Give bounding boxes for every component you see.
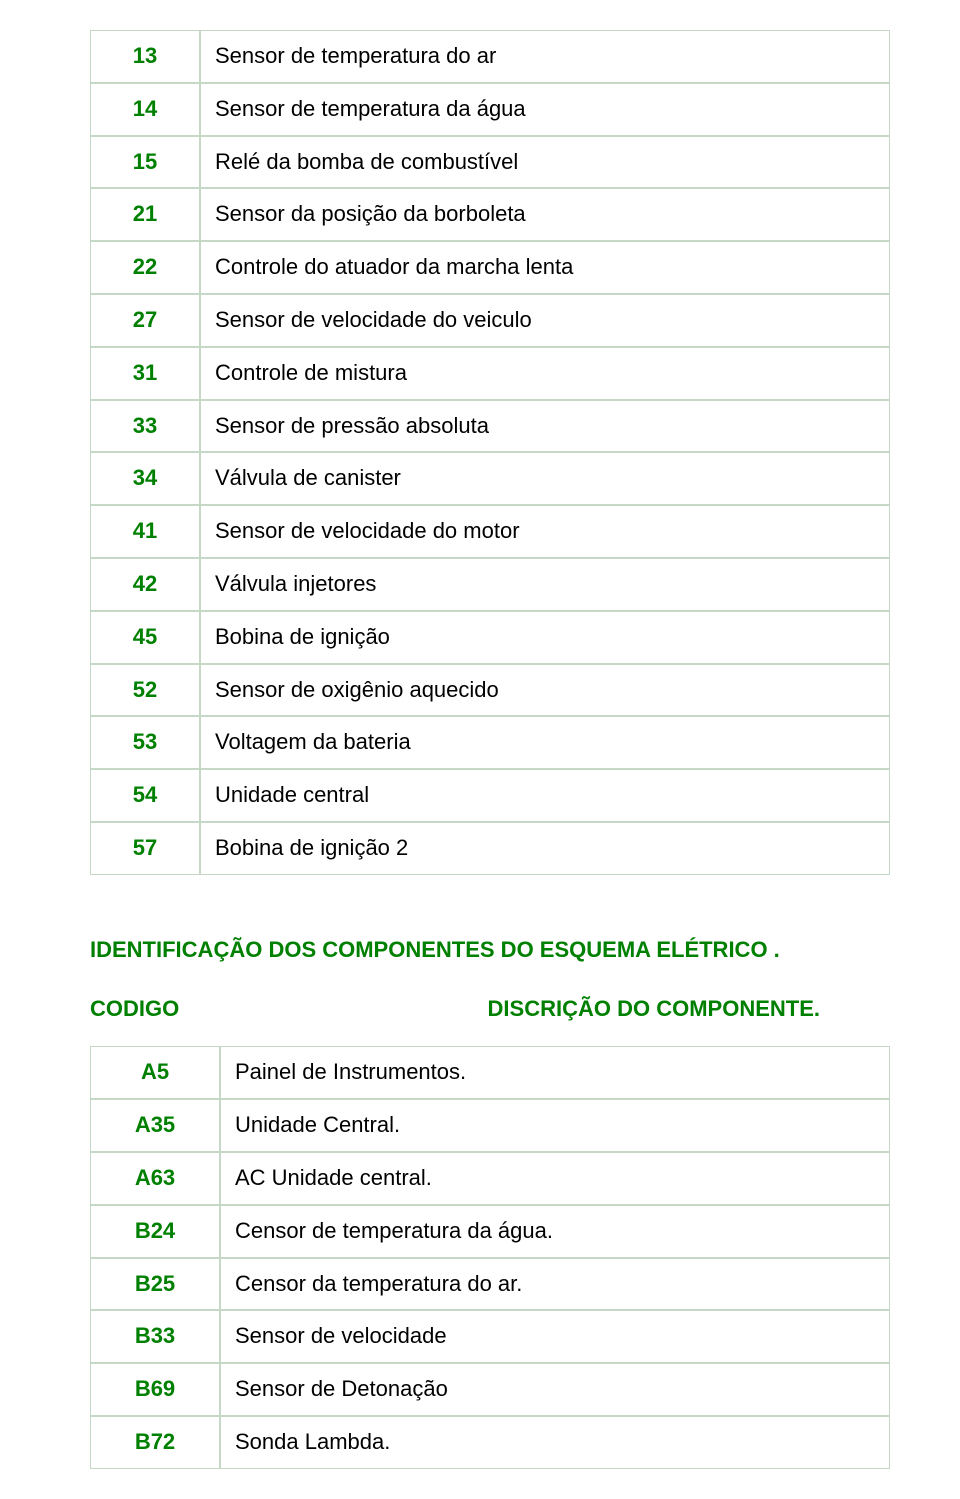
row-desc: Painel de Instrumentos.	[220, 1046, 890, 1099]
row-code: 52	[90, 664, 200, 717]
row-code: 57	[90, 822, 200, 875]
row-code: 42	[90, 558, 200, 611]
row-code: B25	[90, 1258, 220, 1311]
table-row: 21Sensor da posição da borboleta	[90, 188, 890, 241]
components-table-body: A5Painel de Instrumentos. A35Unidade Cen…	[90, 1046, 890, 1468]
row-code: B33	[90, 1310, 220, 1363]
row-code: 31	[90, 347, 200, 400]
table-row: 33Sensor de pressão absoluta	[90, 400, 890, 453]
table-row: 34Válvula de canister	[90, 452, 890, 505]
table-row: 13Sensor de temperatura do ar	[90, 30, 890, 83]
row-desc: Sensor de temperatura da água	[200, 83, 890, 136]
table-row: 31Controle de mistura	[90, 347, 890, 400]
codes-table: 13Sensor de temperatura do ar 14Sensor d…	[90, 30, 890, 875]
table-row: 41Sensor de velocidade do motor	[90, 505, 890, 558]
header-codigo: CODIGO	[90, 994, 179, 1025]
row-code: 15	[90, 136, 200, 189]
row-code: B24	[90, 1205, 220, 1258]
row-code: 53	[90, 716, 200, 769]
row-code: 41	[90, 505, 200, 558]
row-code: A63	[90, 1152, 220, 1205]
row-desc: Sensor de temperatura do ar	[200, 30, 890, 83]
table-row: 45Bobina de ignição	[90, 611, 890, 664]
row-desc: Sensor de pressão absoluta	[200, 400, 890, 453]
row-code: A35	[90, 1099, 220, 1152]
table-row: 27Sensor de velocidade do veiculo	[90, 294, 890, 347]
row-desc: Censor de temperatura da água.	[220, 1205, 890, 1258]
row-desc: Unidade Central.	[220, 1099, 890, 1152]
row-desc: Válvula de canister	[200, 452, 890, 505]
row-code: 27	[90, 294, 200, 347]
row-desc: Controle de mistura	[200, 347, 890, 400]
table-row: A63AC Unidade central.	[90, 1152, 890, 1205]
row-desc: Voltagem da bateria	[200, 716, 890, 769]
row-desc: Sensor de Detonação	[220, 1363, 890, 1416]
table-row: A5Painel de Instrumentos.	[90, 1046, 890, 1099]
table-row: A35Unidade Central.	[90, 1099, 890, 1152]
row-desc: Válvula injetores	[200, 558, 890, 611]
row-code: 34	[90, 452, 200, 505]
table-row: B33Sensor de velocidade	[90, 1310, 890, 1363]
row-desc: Sensor de velocidade do motor	[200, 505, 890, 558]
row-desc: AC Unidade central.	[220, 1152, 890, 1205]
column-headers: CODIGO DISCRIÇÃO DO COMPONENTE.	[90, 994, 890, 1025]
row-desc: Controle do atuador da marcha lenta	[200, 241, 890, 294]
section-title: IDENTIFICAÇÃO DOS COMPONENTES DO ESQUEMA…	[90, 935, 890, 966]
row-desc: Sensor de velocidade	[220, 1310, 890, 1363]
table-row: 14Sensor de temperatura da água	[90, 83, 890, 136]
row-desc: Relé da bomba de combustível	[200, 136, 890, 189]
table-row: 22Controle do atuador da marcha lenta	[90, 241, 890, 294]
table-row: B72Sonda Lambda.	[90, 1416, 890, 1469]
row-code: 33	[90, 400, 200, 453]
header-descricao: DISCRIÇÃO DO COMPONENTE.	[488, 994, 890, 1025]
row-code: 21	[90, 188, 200, 241]
table-row: 54Unidade central	[90, 769, 890, 822]
codes-table-body: 13Sensor de temperatura do ar 14Sensor d…	[90, 30, 890, 875]
row-code: B69	[90, 1363, 220, 1416]
row-code: 22	[90, 241, 200, 294]
table-row: B24Censor de temperatura da água.	[90, 1205, 890, 1258]
table-row: 53Voltagem da bateria	[90, 716, 890, 769]
row-desc: Censor da temperatura do ar.	[220, 1258, 890, 1311]
row-code: 45	[90, 611, 200, 664]
table-row: 42Válvula injetores	[90, 558, 890, 611]
table-row: 15Relé da bomba de combustível	[90, 136, 890, 189]
row-desc: Bobina de ignição	[200, 611, 890, 664]
row-desc: Sensor da posição da borboleta	[200, 188, 890, 241]
table-row: B69Sensor de Detonação	[90, 1363, 890, 1416]
row-desc: Sensor de velocidade do veiculo	[200, 294, 890, 347]
row-desc: Bobina de ignição 2	[200, 822, 890, 875]
table-row: 52Sensor de oxigênio aquecido	[90, 664, 890, 717]
row-code: 54	[90, 769, 200, 822]
row-desc: Sensor de oxigênio aquecido	[200, 664, 890, 717]
row-desc: Unidade central	[200, 769, 890, 822]
row-code: 13	[90, 30, 200, 83]
table-row: 57Bobina de ignição 2	[90, 822, 890, 875]
row-code: 14	[90, 83, 200, 136]
row-code: A5	[90, 1046, 220, 1099]
components-table: A5Painel de Instrumentos. A35Unidade Cen…	[90, 1046, 890, 1468]
row-code: B72	[90, 1416, 220, 1469]
row-desc: Sonda Lambda.	[220, 1416, 890, 1469]
table-row: B25Censor da temperatura do ar.	[90, 1258, 890, 1311]
